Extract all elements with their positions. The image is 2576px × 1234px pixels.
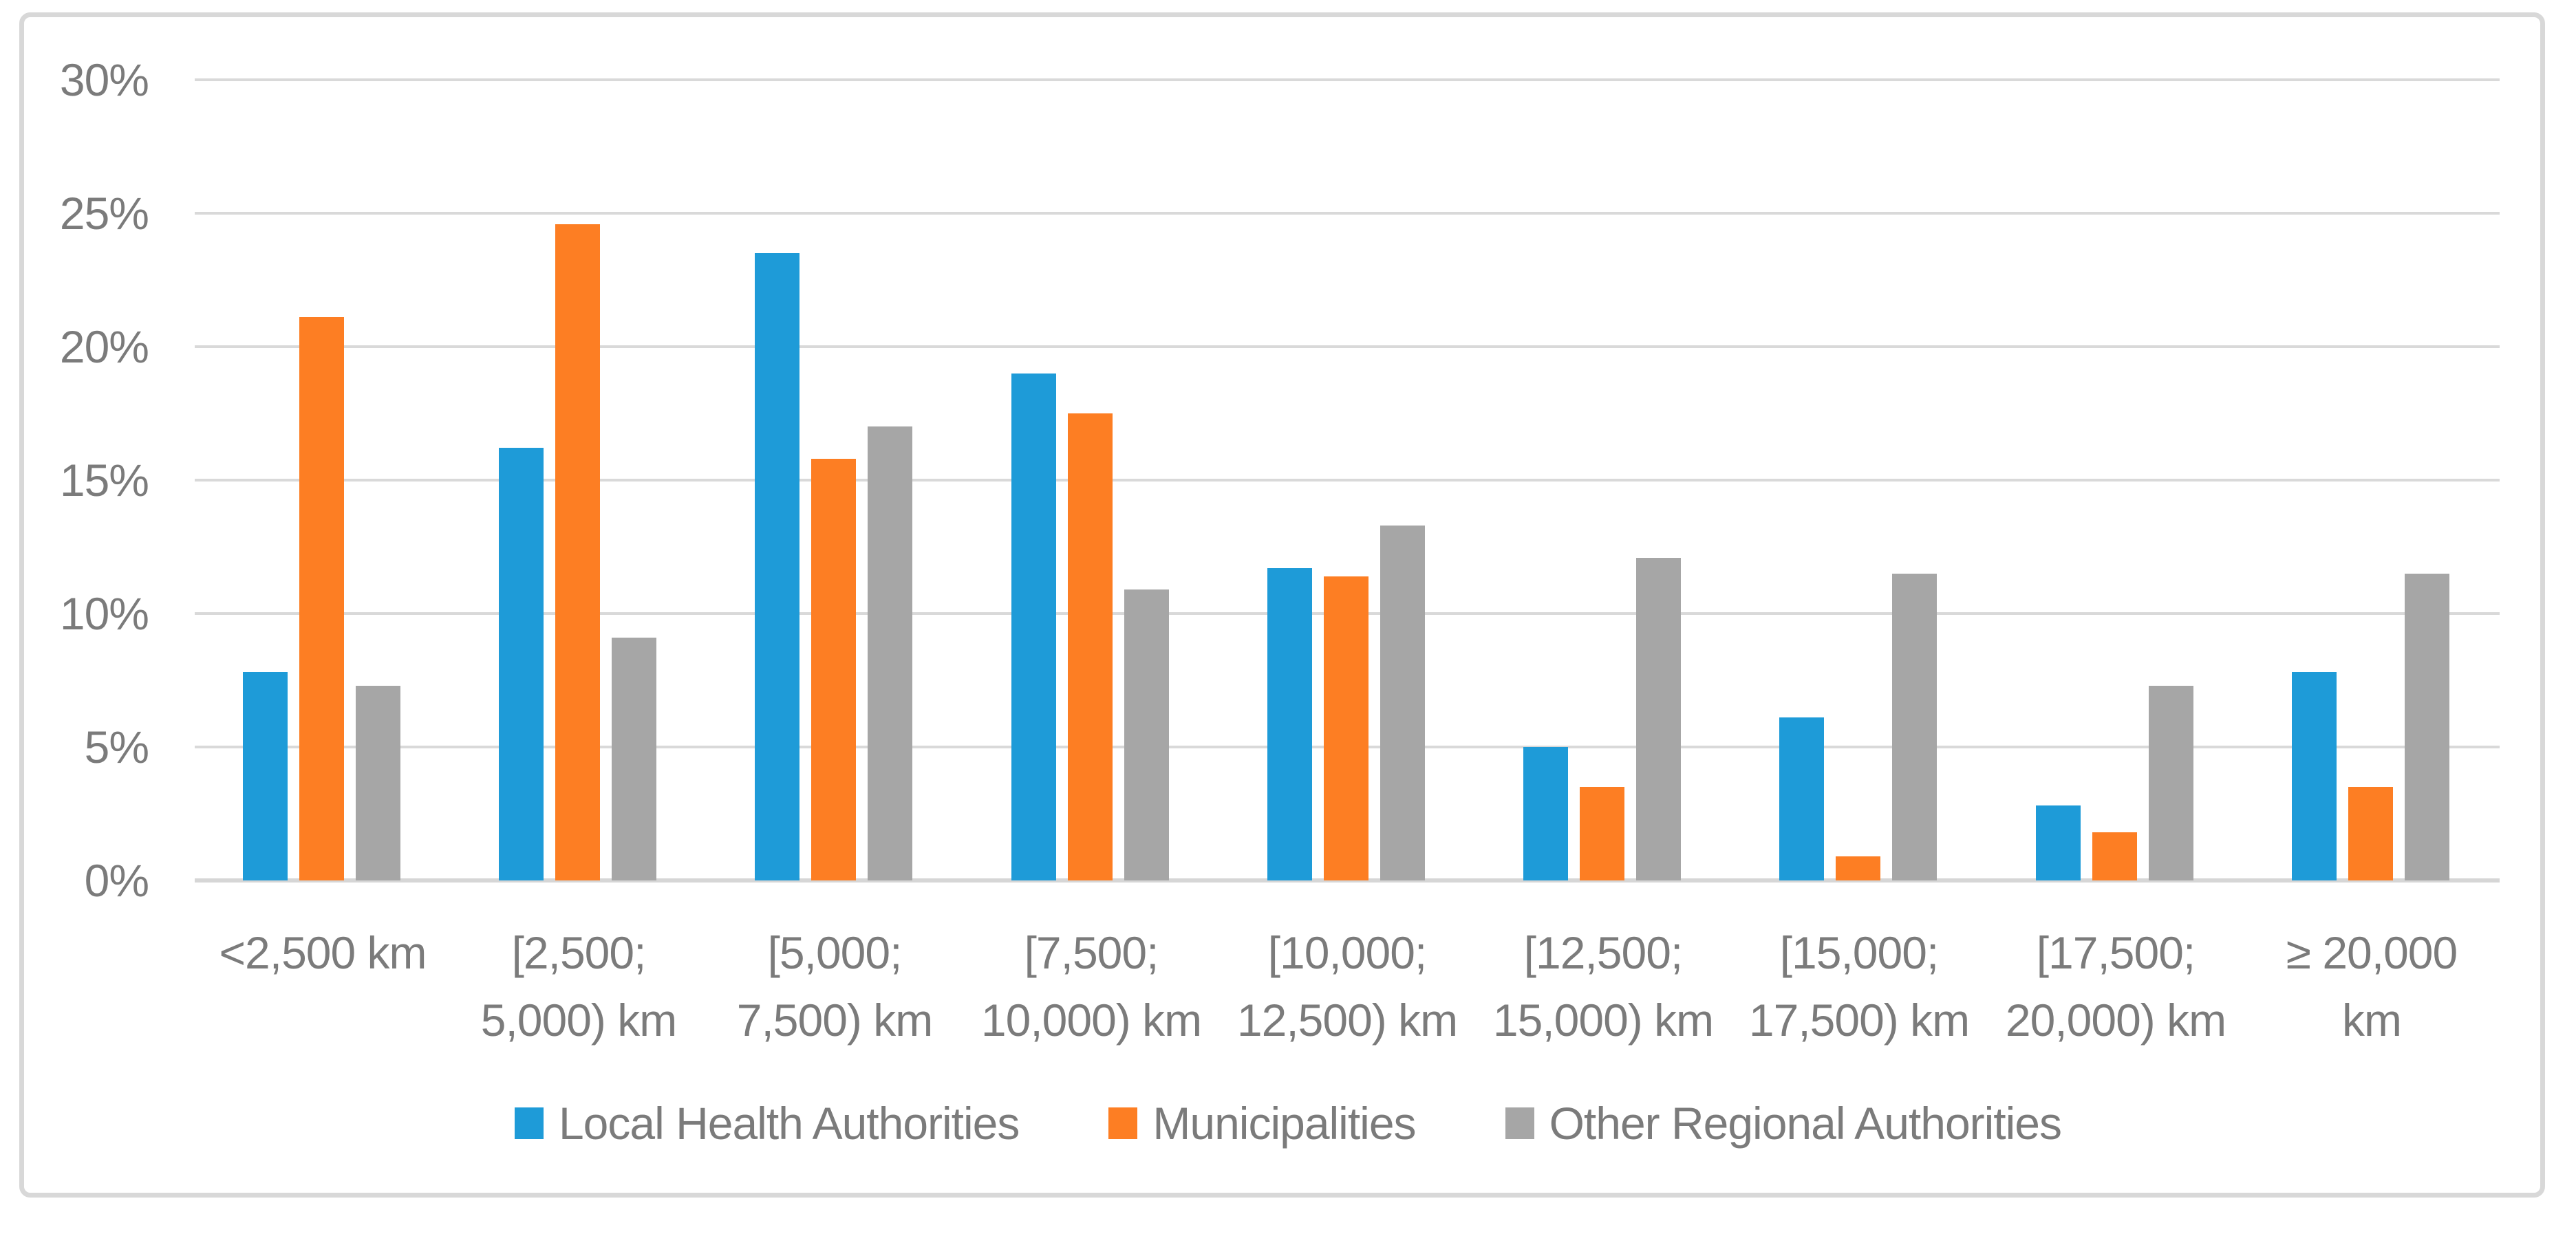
bar-other-regional-authorities-12-500-15-000-km	[1636, 558, 1681, 880]
bar-local-health-authorities-17-500-20-000-km	[2036, 805, 2081, 880]
x-category-label-2-500-5-000-km: [2,500; 5,000) km	[423, 919, 734, 1054]
bar-local-health-authorities-2-500-5-000-km	[499, 448, 544, 880]
bar-municipalities-10-000-12-500-km	[1324, 576, 1368, 880]
legend-label-other-regional-authorities: Other Regional Authorities	[1549, 1098, 2062, 1149]
x-category-label-line: ≥ 20,000	[2286, 927, 2458, 978]
x-category-label-line: <2,500 km	[219, 927, 427, 978]
bar-other-regional-authorities-17-500-20-000-km	[2149, 686, 2193, 880]
bar-local-health-authorities-10-000-12-500-km	[1267, 568, 1312, 880]
legend-item-local-health-authorities: Local Health Authorities	[514, 1098, 1020, 1149]
legend-label-municipalities: Municipalities	[1152, 1098, 1416, 1149]
bar-local-health-authorities-15-000-17-500-km	[1779, 717, 1824, 880]
bar-other-regional-authorities-5-000-7-500-km	[868, 426, 912, 880]
bar-municipalities-20-000-km	[2348, 787, 2393, 880]
y-tick-label-30: 30%	[59, 54, 149, 105]
bar-municipalities-12-500-15-000-km	[1580, 787, 1624, 880]
y-tick-label-5: 5%	[84, 722, 149, 772]
bar-municipalities-15-000-17-500-km	[1836, 856, 1880, 880]
x-category-label-line: [15,000;	[1779, 927, 1940, 978]
x-axis-line	[195, 878, 2500, 883]
chart-legend: Local Health Authorities Municipalities Ot…	[0, 1099, 2576, 1147]
bar-municipalities-7-500-10-000-km	[1068, 413, 1113, 880]
x-category-label-7-500-10-000-km: [7,500; 10,000) km	[936, 919, 1247, 1054]
gridline-20	[195, 345, 2500, 348]
bar-other-regional-authorities-15-000-17-500-km	[1892, 574, 1937, 880]
legend-swatch-municipalities	[1108, 1107, 1138, 1139]
x-category-label-line: 5,000) km	[480, 995, 677, 1046]
x-category-label-line: km	[2342, 995, 2402, 1046]
legend-swatch-other-regional-authorities	[1505, 1107, 1534, 1139]
legend-item-municipalities: Municipalities	[1108, 1098, 1417, 1149]
x-category-label-line: [10,000;	[1267, 927, 1428, 978]
x-category-label-line: 20,000) km	[2005, 995, 2226, 1046]
bar-other-regional-authorities-20-000-km	[2405, 574, 2449, 880]
gridline-25	[195, 212, 2500, 215]
x-category-label-17-500-20-000-km: [17,500; 20,000) km	[1960, 919, 2271, 1054]
x-category-label-line: 17,500) km	[1748, 995, 1970, 1046]
x-category-label-5-000-7-500-km: [5,000; 7,500) km	[679, 919, 990, 1054]
x-category-label-line: [2,500;	[511, 927, 647, 978]
x-category-label-line: [17,500;	[2036, 927, 2196, 978]
bar-municipalities-17-500-20-000-km	[2092, 832, 2137, 880]
y-tick-label-25: 25%	[59, 188, 149, 239]
bar-local-health-authorities-2-500-km	[243, 672, 288, 880]
legend-swatch-local-health-authorities	[514, 1107, 544, 1139]
y-tick-label-20: 20%	[59, 321, 149, 372]
x-category-label-15-000-17-500-km: [15,000; 17,500) km	[1704, 919, 2015, 1054]
x-category-label-line: 7,500) km	[736, 995, 933, 1046]
x-category-label-10-000-12-500-km: [10,000; 12,500) km	[1192, 919, 1503, 1054]
x-category-label-line: [5,000;	[767, 927, 903, 978]
bar-municipalities-2-500-5-000-km	[555, 224, 600, 880]
bar-local-health-authorities-12-500-15-000-km	[1523, 747, 1568, 880]
bar-other-regional-authorities-2-500-km	[356, 686, 400, 880]
x-category-label-line: 10,000) km	[980, 995, 1202, 1046]
bar-local-health-authorities-5-000-7-500-km	[755, 253, 799, 880]
x-category-label-line: [12,500;	[1523, 927, 1684, 978]
bar-local-health-authorities-7-500-10-000-km	[1011, 374, 1056, 880]
x-category-label-line: [7,500;	[1024, 927, 1159, 978]
y-tick-label-0: 0%	[84, 855, 149, 906]
bar-local-health-authorities-20-000-km	[2292, 672, 2337, 880]
gridline-15	[195, 479, 2500, 481]
x-category-label-line: 15,000) km	[1492, 995, 1714, 1046]
legend-label-local-health-authorities: Local Health Authorities	[558, 1098, 1020, 1149]
gridline-30	[195, 78, 2500, 81]
y-tick-label-15: 15%	[59, 455, 149, 506]
y-tick-label-10: 10%	[59, 588, 149, 639]
bar-other-regional-authorities-10-000-12-500-km	[1380, 526, 1425, 880]
x-category-label-2-500-km: <2,500 km	[167, 919, 478, 986]
bar-municipalities-5-000-7-500-km	[811, 459, 856, 880]
bar-other-regional-authorities-7-500-10-000-km	[1124, 589, 1169, 880]
legend-item-other-regional-authorities: Other Regional Authorities	[1505, 1098, 2062, 1149]
x-category-label-20-000-km: ≥ 20,000 km	[2216, 919, 2527, 1054]
x-category-label-line: 12,500) km	[1236, 995, 1458, 1046]
x-category-label-12-500-15-000-km: [12,500; 15,000) km	[1448, 919, 1759, 1054]
bar-municipalities-2-500-km	[299, 317, 344, 880]
bar-other-regional-authorities-2-500-5-000-km	[612, 638, 656, 880]
